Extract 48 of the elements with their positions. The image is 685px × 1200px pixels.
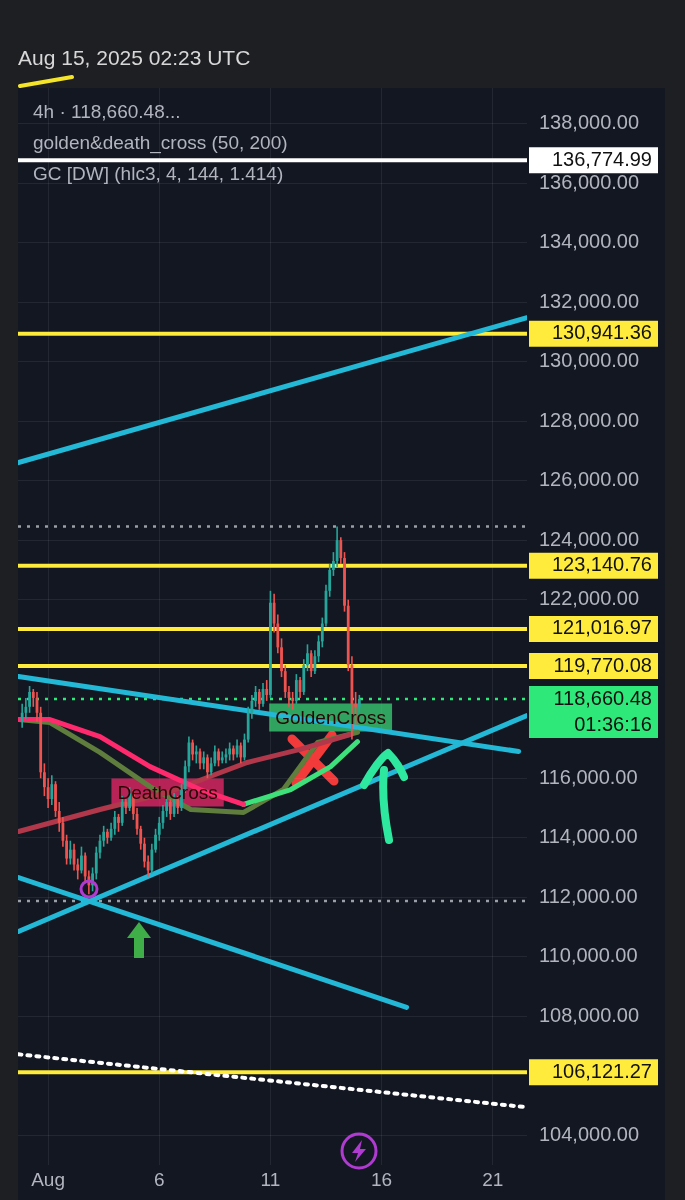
x-tick-label: 6 (153, 1168, 165, 1190)
ref-line-label: 123,140.76 (551, 553, 652, 576)
candlestick (217, 747, 220, 768)
chart-title: Aug 15, 2025 02:23 UTC (18, 46, 251, 70)
candlestick (117, 813, 120, 833)
x-tick-label: 16 (371, 1168, 393, 1190)
candlestick (191, 738, 195, 762)
y-tick-label: 110,000.00 (539, 944, 638, 967)
y-tick-label: 128,000.00 (539, 408, 640, 431)
candlestick (206, 753, 209, 780)
y-tick-label: 134,000.00 (539, 230, 640, 253)
candlestick (335, 525, 339, 568)
y-tick-label: 104,000.00 (539, 1122, 640, 1145)
candlestick (265, 679, 269, 702)
candlestick (257, 688, 261, 711)
y-tick-label: 122,000.00 (539, 587, 640, 610)
y-tick-label: 136,000.00 (539, 170, 640, 193)
candlestick (68, 839, 72, 866)
y-tick-label: 138,000.00 (539, 111, 640, 134)
candlestick (294, 673, 298, 705)
ref-line-label: 121,016.97 (551, 616, 652, 639)
candlestick (309, 649, 313, 678)
candlestick (168, 798, 172, 821)
y-tick-label: 114,000.00 (539, 825, 638, 848)
candlestick (220, 750, 224, 765)
candlestick (50, 774, 54, 806)
x-tick-label: Aug (31, 1168, 66, 1190)
x-tick-label: 21 (482, 1168, 504, 1190)
candlestick (80, 845, 83, 875)
ref-line-label: 136,774.99 (551, 147, 652, 170)
x-tick-label: 11 (260, 1168, 281, 1190)
candlestick (105, 828, 109, 845)
y-tick-label: 116,000.00 (539, 765, 638, 788)
y-tick-label: 130,000.00 (539, 349, 640, 372)
annotation: golden&death_cross (50, 200) (33, 131, 288, 156)
y-tick-label: 132,000.00 (539, 289, 640, 312)
y-tick-label: 124,000.00 (539, 527, 640, 550)
ref-line-label: 130,941.36 (551, 321, 652, 344)
ref-line-label: 119,770.08 (553, 653, 652, 676)
text: 4h · 118,660.48... (33, 100, 182, 124)
y-tick-label: 108,000.00 (539, 1003, 640, 1026)
y-tick-label: 112,000.00 (539, 884, 638, 907)
annotation: GC [DW] (hlc3, 4, 144, 1.414) (33, 162, 285, 186)
candlestick (239, 741, 243, 765)
ref-line-label: 106,121.27 (551, 1059, 652, 1082)
y-tick-label: 126,000.00 (539, 468, 640, 491)
candlestick (269, 590, 272, 699)
ref-line-label: 118,660.48 01:36:16 (553, 686, 652, 735)
